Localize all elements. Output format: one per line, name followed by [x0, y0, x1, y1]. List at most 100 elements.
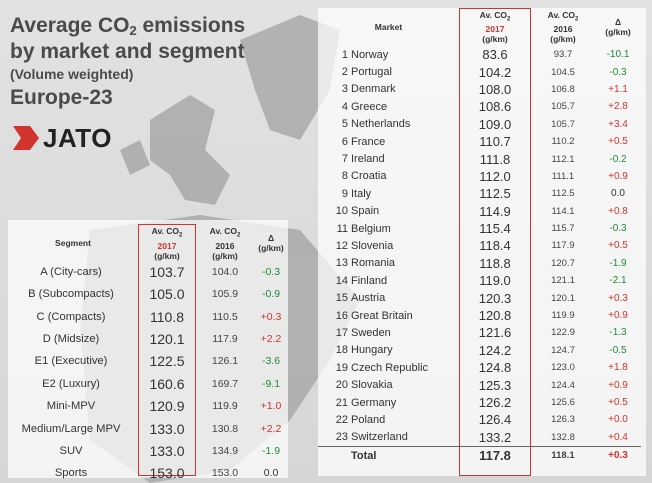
market-delta: -1.3	[609, 327, 627, 339]
market-delta: +0.3	[608, 292, 628, 304]
market-name: Ireland	[351, 153, 385, 166]
market-row: 14 Finland 119.0 121.1 -2.1	[318, 272, 641, 289]
market-value-2016: 117.9	[551, 240, 575, 252]
market-value-2016: 93.7	[553, 49, 573, 61]
market-row: 2 Portugal 104.2 104.5 -0.3	[318, 63, 641, 80]
chart-subtitle: (Volume weighted)	[10, 66, 134, 82]
market-value-2016: 111.1	[551, 170, 575, 182]
segment-delta: +0.3	[260, 310, 282, 323]
market-name: Romania	[351, 257, 396, 270]
market-row: 11 Belgium 115.4 115.7 -0.3	[318, 220, 641, 237]
market-rank: 2	[341, 66, 348, 79]
market-delta: +0.5	[608, 397, 628, 408]
segment-delta: +2.2	[260, 422, 282, 435]
market-value-2017: 110.7	[479, 134, 511, 150]
segment-value-2017: 133.0	[149, 420, 185, 437]
market-value-2017: 108.6	[478, 99, 512, 115]
market-name: France	[351, 135, 386, 148]
market-name: Portugal	[351, 66, 392, 79]
market-table: Market Av. CO2 2017 (g/km) Av. CO2 2016 …	[318, 8, 641, 465]
market-delta: +3.4	[608, 118, 628, 130]
market-row: 6 France 110.7 110.2 +0.5	[318, 133, 641, 150]
market-row: 7 Ireland 111.8 112.1 -0.2	[318, 150, 641, 167]
jato-arrow-icon	[13, 126, 39, 150]
segment-row: SUV 133.0 134.9 -1.9	[8, 440, 288, 462]
segment-value-2017: 153.0	[149, 465, 185, 482]
segment-value-2016: 153.0	[211, 467, 239, 480]
market-value-2017: 126.2	[478, 395, 512, 410]
segment-value-2016: 134.9	[211, 445, 239, 457]
market-rank: 19	[335, 361, 348, 374]
market-value-2017: 112.0	[479, 168, 511, 184]
segment-row: A (City-cars) 103.7 104.0 -0.3	[8, 261, 288, 283]
segment-row: Sports 153.0 153.0 0.0	[8, 462, 288, 483]
market-value-2016: 132.8	[551, 431, 575, 443]
segment-delta: +2.2	[260, 333, 282, 346]
segment-row: C (Compacts) 110.8 110.5 +0.3	[8, 305, 288, 327]
market-rank: 13	[335, 257, 348, 270]
map-ireland	[120, 140, 150, 175]
market-rank: 22	[335, 413, 348, 426]
market-name: Slovakia	[351, 379, 393, 392]
market-delta: -0.5	[609, 344, 627, 356]
seg-delta-header: Δ (g/km)	[258, 233, 284, 254]
market-value-2016: 124.7	[551, 344, 575, 356]
market-row: 16 Great Britain 120.8 119.9 +0.9	[318, 307, 641, 324]
market-total-2016: 118.1	[531, 445, 595, 465]
market-delta: +0.8	[608, 205, 628, 217]
segment-row: Mini-MPV 120.9 119.9 +1.0	[8, 395, 288, 417]
market-rank: 12	[335, 239, 348, 252]
segment-value-2016: 126.1	[211, 355, 239, 368]
market-value-2017: 124.2	[478, 342, 512, 358]
market-name: Norway	[351, 48, 389, 61]
segment-value-2016: 105.9	[211, 288, 239, 301]
segment-header: Segment	[55, 238, 91, 249]
segment-value-2017: 103.7	[149, 263, 185, 280]
market-row: 3 Denmark 108.0 106.8 +1.1	[318, 81, 641, 98]
segment-table: Segment Av. CO2 2017 (g/km) Av. CO2 2016…	[8, 220, 288, 483]
market-rank: 20	[335, 379, 348, 392]
market-delta: +1.8	[608, 362, 628, 374]
segment-value-2016: 169.7	[211, 377, 239, 390]
market-delta: +0.5	[608, 240, 628, 252]
market-value-2017: 124.8	[478, 360, 512, 376]
market-value-2017: 109.0	[478, 116, 512, 132]
chart-title-line1: Average CO2 emissions	[10, 14, 246, 38]
market-value-2016: 125.6	[551, 397, 575, 408]
segment-name: E1 (Executive)	[34, 355, 108, 368]
segment-row: Medium/Large MPV 133.0 130.8 +2.2	[8, 417, 288, 439]
segment-value-2017: 105.0	[149, 286, 185, 303]
segment-value-2016: 110.5	[212, 310, 238, 323]
seg-av2016-header: Av. CO2 2016 (g/km)	[209, 226, 241, 261]
market-rank: 3	[341, 83, 348, 96]
map-britain	[150, 95, 230, 205]
segment-value-2016: 104.0	[211, 265, 239, 278]
market-value-2017: 133.2	[478, 429, 512, 445]
market-total-label: Total	[351, 445, 459, 465]
market-rank: 11	[336, 222, 348, 235]
market-rank: 8	[341, 170, 348, 183]
segment-value-2017: 120.9	[149, 398, 185, 415]
market-2017-highlight	[459, 8, 531, 476]
segment-delta: -0.9	[261, 288, 281, 301]
segment-value-2017: 122.5	[149, 353, 185, 370]
market-value-2017: 83.6	[482, 47, 508, 63]
market-value-2017: 120.3	[478, 290, 512, 306]
segment-delta: 0.0	[263, 467, 279, 480]
segment-name: E2 (Luxury)	[42, 377, 100, 390]
jato-logo: JATO	[13, 123, 112, 153]
market-name: Belgium	[351, 222, 391, 235]
market-row: 18 Hungary 124.2 124.7 -0.5	[318, 342, 641, 359]
market-row: 23 Switzerland 133.2 132.8 +0.4	[318, 429, 641, 447]
market-row: 12 Slovenia 118.4 117.9 +0.5	[318, 237, 641, 254]
market-row: 22 Poland 126.4 126.3 +0.0	[318, 411, 641, 428]
mkt-av2017-header: Av. CO2 2017 (g/km)	[479, 9, 511, 45]
market-rank: 18	[335, 344, 348, 357]
market-value-2017: 114.9	[479, 203, 511, 219]
segment-name: A (City-cars)	[40, 265, 102, 278]
market-value-2017: 119.0	[479, 273, 511, 289]
market-delta: +0.4	[608, 431, 628, 443]
market-value-2016: 104.5	[551, 66, 575, 78]
market-row: 9 Italy 112.5 112.5 0.0	[318, 185, 641, 202]
